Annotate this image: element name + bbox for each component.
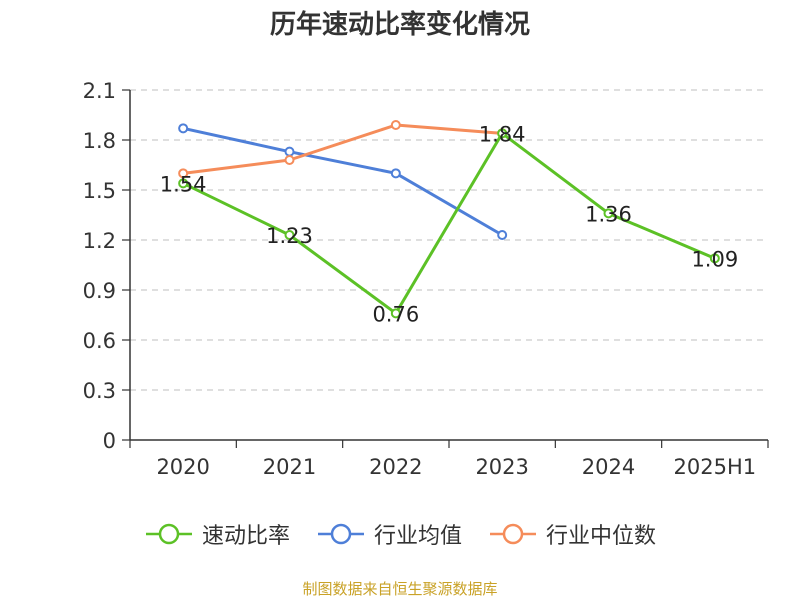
- source-note: 制图数据来自恒生聚源数据库: [302, 580, 498, 598]
- x-tick-label: 2023: [475, 455, 528, 479]
- data-label: 1.84: [479, 122, 526, 146]
- y-tick-label: 0.3: [83, 379, 116, 403]
- data-point[interactable]: [284, 230, 295, 240]
- x-tick-label: 2022: [369, 455, 422, 479]
- data-point[interactable]: [284, 155, 295, 165]
- legend-item-industry-mean[interactable]: 行业均值: [316, 518, 462, 550]
- y-tick-label: 0.9: [83, 279, 116, 303]
- data-point[interactable]: [390, 308, 401, 319]
- data-point[interactable]: [497, 230, 508, 240]
- data-label: 1.54: [160, 172, 207, 196]
- legend-label-quick-ratio: 速动比率: [201, 524, 290, 549]
- legend-swatch-industry-mean: [317, 523, 364, 545]
- data-point[interactable]: [390, 168, 401, 179]
- legend-item-industry-median[interactable]: 行业中位数: [488, 518, 656, 550]
- legend-swatch-quick-ratio: [145, 523, 192, 545]
- data-point[interactable]: [178, 168, 189, 179]
- y-tick-label: 1.5: [83, 179, 116, 203]
- data-point[interactable]: [178, 178, 189, 189]
- y-tick-label: 0: [103, 429, 116, 453]
- x-tick-label: 2025H1: [674, 455, 757, 479]
- data-label: 1.36: [585, 202, 632, 226]
- legend-swatch-industry-median: [490, 523, 536, 545]
- grid-layer: [130, 89, 768, 391]
- legend-item-quick-ratio[interactable]: 速动比率: [144, 518, 290, 550]
- series-line: [182, 126, 503, 237]
- y-tick-label: 1.2: [83, 229, 116, 253]
- legend-label-industry-mean: 行业均值: [373, 524, 462, 549]
- data-label: 0.76: [372, 302, 419, 326]
- data-label-layer: 1.54 1.23 0.76 1.84 1.36 1.09: [160, 122, 738, 326]
- y-tick-label: 1.8: [83, 129, 116, 153]
- data-point[interactable]: [284, 146, 295, 157]
- legend: 速动比率 行业均值 行业中位数: [0, 518, 800, 550]
- data-point[interactable]: [497, 128, 508, 139]
- data-label: 1.23: [266, 224, 313, 248]
- y-tick-label: 2.1: [83, 79, 116, 103]
- axis-layer: 0 0.3 0.6 0.9 1.2 1.5 1.8 2.1 2020 2021 2022 2023 20…: [83, 79, 769, 479]
- series-line: [182, 131, 716, 315]
- x-tick-label: 2020: [156, 455, 209, 479]
- x-tick-label: 2021: [263, 455, 316, 479]
- data-label: 1.09: [691, 247, 738, 271]
- data-point[interactable]: [390, 120, 401, 130]
- chart-title: 历年速动比率变化情况: [269, 10, 530, 40]
- x-tick-label: 2024: [582, 455, 635, 479]
- data-point[interactable]: [603, 208, 614, 219]
- data-point[interactable]: [709, 253, 720, 264]
- data-point[interactable]: [178, 123, 189, 134]
- y-tick-label: 0.6: [83, 329, 116, 353]
- series-line: [182, 123, 503, 175]
- legend-label-industry-median: 行业中位数: [546, 524, 657, 549]
- series-layer: [178, 120, 720, 319]
